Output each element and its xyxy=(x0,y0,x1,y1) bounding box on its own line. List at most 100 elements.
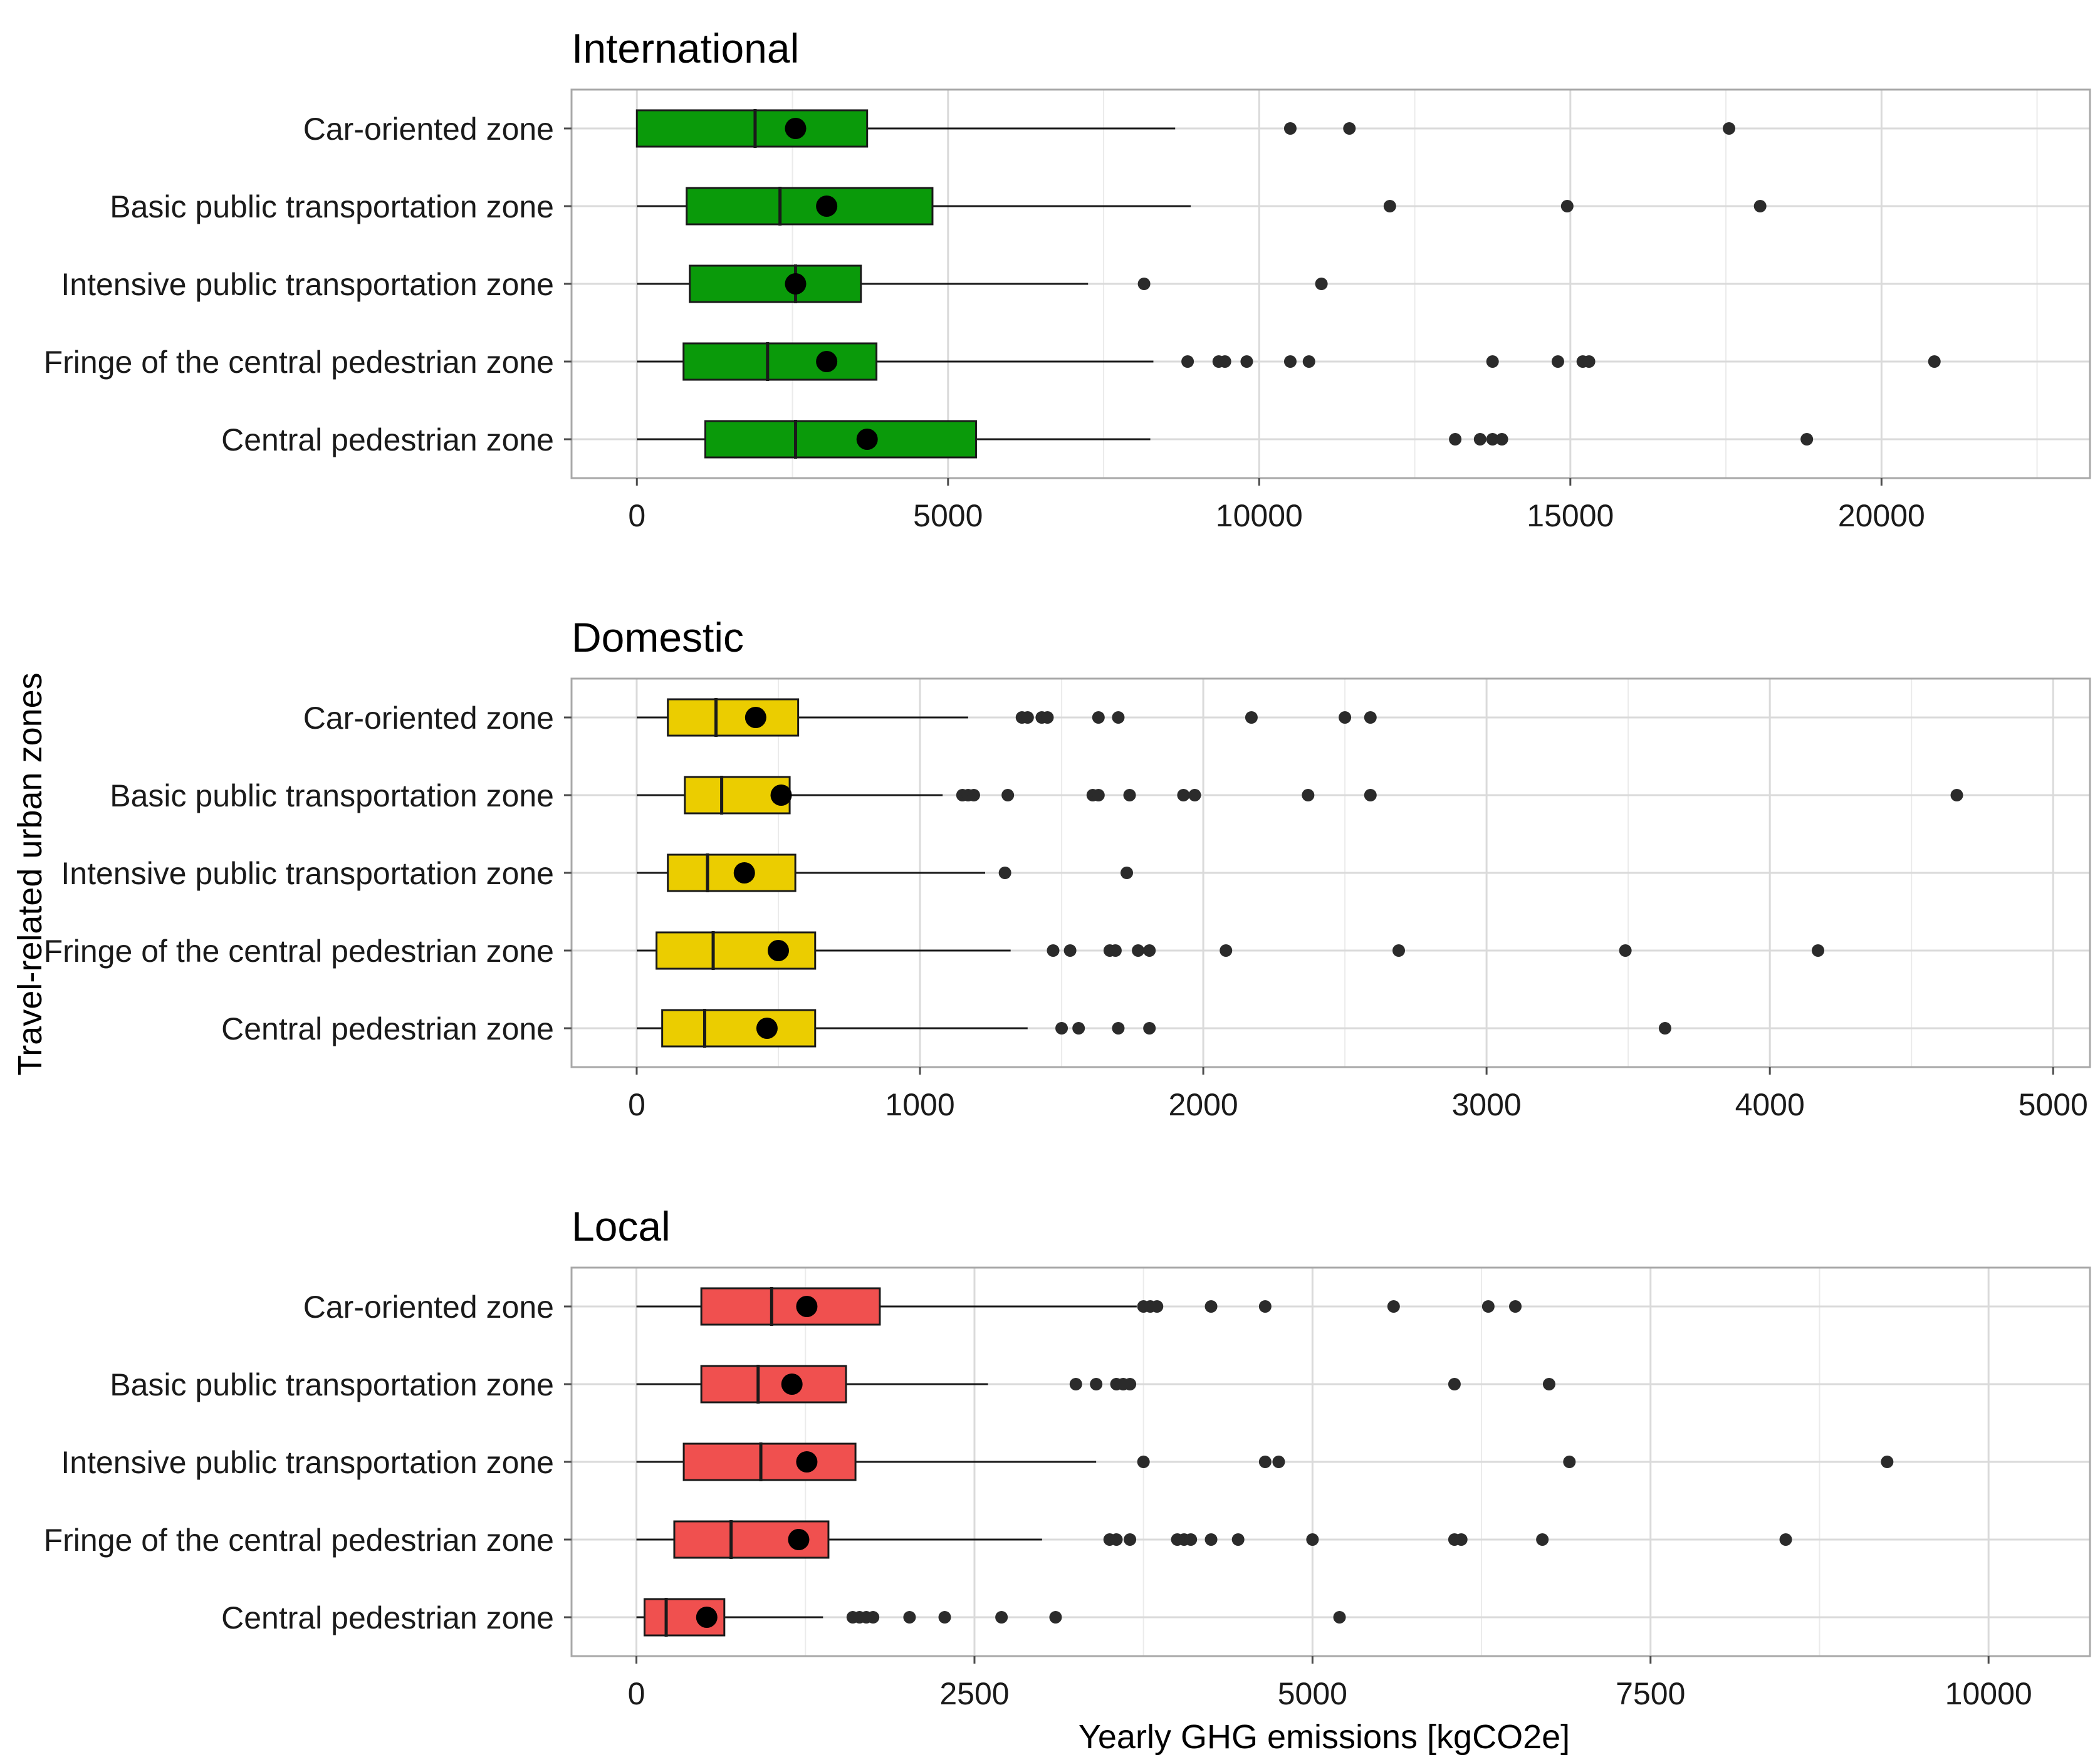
outlier-point xyxy=(1184,1533,1198,1546)
outlier-point xyxy=(1072,1022,1085,1035)
x-axis-label: Yearly GHG emissions [kgCO2e] xyxy=(1079,1718,1570,1756)
outlier-point xyxy=(1619,944,1632,957)
outlier-point xyxy=(1041,711,1054,724)
iqr-box xyxy=(682,342,878,381)
panels-group: Car-oriented zone Basic public transporta… xyxy=(44,25,2091,1711)
boxplot-row xyxy=(636,1598,1346,1637)
iqr-box xyxy=(686,187,934,226)
category-label: Car-oriented zone xyxy=(303,1290,554,1325)
x-tick-label: 20000 xyxy=(1838,498,1925,533)
outlier-point xyxy=(1258,1456,1272,1468)
outlier-point xyxy=(1364,789,1377,801)
category-label: Central pedestrian zone xyxy=(221,422,554,457)
outlier-point xyxy=(1132,944,1145,957)
x-tick-label: 7500 xyxy=(1616,1676,1685,1711)
x-tick-label: 0 xyxy=(628,1087,645,1122)
boxplot-row xyxy=(636,698,1377,737)
iqr-box xyxy=(661,1009,817,1048)
boxplot-row xyxy=(637,342,1941,381)
boxplot-row xyxy=(636,1365,1555,1404)
outlier-point xyxy=(1343,122,1356,135)
outlier-point xyxy=(1551,355,1564,368)
mean-point xyxy=(816,351,838,372)
x-tick-label: 5000 xyxy=(1278,1676,1347,1711)
x-tick-label: 2000 xyxy=(1168,1087,1238,1122)
outlier-point xyxy=(1536,1533,1549,1546)
outlier-point xyxy=(1928,355,1941,368)
x-tick-label: 0 xyxy=(628,1676,645,1711)
mean-point xyxy=(788,1529,810,1550)
outlier-point xyxy=(1204,1533,1218,1546)
panel-title: Local xyxy=(572,1203,671,1249)
outlier-point xyxy=(1069,1378,1082,1390)
outlier-point xyxy=(1881,1456,1894,1468)
outlier-point xyxy=(1306,1533,1319,1546)
outlier-point xyxy=(1181,355,1194,368)
outlier-point xyxy=(1509,1300,1522,1313)
outlier-point xyxy=(1392,944,1405,957)
outlier-point xyxy=(1240,355,1253,368)
outlier-point xyxy=(1481,1300,1495,1313)
outlier-point xyxy=(1563,1456,1576,1468)
iqr-box xyxy=(635,109,869,148)
outlier-point xyxy=(1486,433,1499,446)
outlier-point xyxy=(1143,944,1156,957)
category-label: Central pedestrian zone xyxy=(221,1011,554,1046)
outlier-point xyxy=(1220,944,1233,957)
boxplot-row xyxy=(636,931,1825,970)
outlier-point xyxy=(1455,1533,1468,1546)
outlier-point xyxy=(1001,789,1015,801)
category-label: Fringe of the central pedestrian zone xyxy=(44,345,554,380)
outlier-point xyxy=(1092,789,1105,801)
x-tick-label: 15000 xyxy=(1527,498,1614,533)
x-tick-label: 1000 xyxy=(885,1087,954,1122)
mean-point xyxy=(785,118,807,139)
outlier-point xyxy=(1109,944,1122,957)
category-label: Intensive public transportation zone xyxy=(61,267,554,302)
outlier-point xyxy=(1339,711,1352,724)
boxplot-row xyxy=(637,264,1328,303)
mean-point xyxy=(796,1296,818,1317)
outlier-point xyxy=(1177,789,1190,801)
outlier-point xyxy=(1800,433,1814,446)
outlier-point xyxy=(1231,1533,1245,1546)
y-axis-label: Travel-related urban zones xyxy=(11,672,49,1075)
outlier-point xyxy=(1112,1022,1125,1035)
outlier-point xyxy=(1049,1611,1062,1624)
boxplot-row xyxy=(636,1520,1792,1559)
outlier-point xyxy=(1486,355,1499,368)
category-label: Central pedestrian zone xyxy=(221,1600,554,1635)
mean-point xyxy=(856,429,878,450)
boxplot-row xyxy=(636,776,1963,815)
panel-local: Car-oriented zone Basic public transporta… xyxy=(44,1203,2091,1711)
outlier-point xyxy=(1143,1022,1156,1035)
iqr-box xyxy=(682,1442,857,1481)
outlier-point xyxy=(1272,1456,1285,1468)
outlier-point xyxy=(1123,789,1136,801)
outlier-point xyxy=(1063,944,1077,957)
outlier-point xyxy=(1137,278,1151,290)
outlier-point xyxy=(1047,944,1060,957)
outlier-point xyxy=(1779,1533,1792,1546)
iqr-box xyxy=(673,1520,830,1559)
outlier-point xyxy=(1218,355,1231,368)
category-label: Fringe of the central pedestrian zone xyxy=(44,934,554,969)
outlier-point xyxy=(1283,122,1297,135)
outlier-point xyxy=(867,1611,880,1624)
mean-point xyxy=(785,273,807,295)
mean-point xyxy=(733,862,755,884)
outlier-point xyxy=(1560,200,1574,212)
outlier-point xyxy=(1245,711,1258,724)
outlier-point xyxy=(1258,1300,1272,1313)
outlier-point xyxy=(1112,711,1125,724)
boxplot-row xyxy=(637,420,1814,459)
outlier-point xyxy=(1658,1022,1671,1035)
outlier-point xyxy=(1383,200,1396,212)
panel-international: Car-oriented zone Basic public transporta… xyxy=(44,25,2091,533)
outlier-point xyxy=(1110,1533,1123,1546)
category-label: Car-oriented zone xyxy=(303,112,554,147)
category-label: Basic public transportation zone xyxy=(110,1367,554,1402)
x-tick-label: 3000 xyxy=(1452,1087,1522,1122)
outlier-point xyxy=(1283,355,1297,368)
